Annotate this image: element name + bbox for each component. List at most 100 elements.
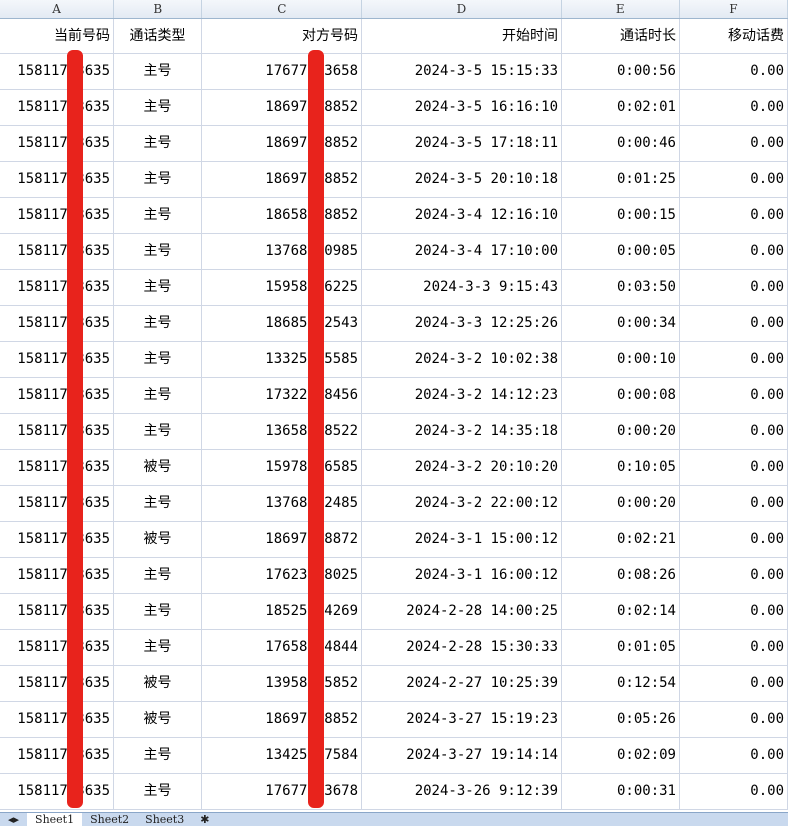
header-start-time[interactable]: 开始时间 xyxy=(362,19,562,53)
call-type-cell[interactable]: 主号 xyxy=(114,486,202,521)
column-header-a[interactable]: A xyxy=(0,0,115,18)
duration-cell[interactable]: 0:00:34 xyxy=(562,306,680,341)
current-number-cell[interactable]: 15811753635 xyxy=(0,54,114,89)
column-header-f[interactable]: F xyxy=(680,0,788,18)
start-time-cell[interactable]: 2024-2-27 10:25:39 xyxy=(362,666,562,701)
sheet-tab-3[interactable]: Sheet3 xyxy=(145,813,185,826)
other-number-cell[interactable]: 18685562543 xyxy=(202,306,362,341)
other-number-cell[interactable]: 18697378852 xyxy=(202,90,362,125)
call-type-cell[interactable]: 主号 xyxy=(114,54,202,89)
current-number-cell[interactable]: 15811753635 xyxy=(0,558,114,593)
fee-cell[interactable]: 0.00 xyxy=(680,486,788,521)
fee-cell[interactable]: 0.00 xyxy=(680,54,788,89)
fee-cell[interactable]: 0.00 xyxy=(680,198,788,233)
header-current-number[interactable]: 当前号码 xyxy=(0,19,114,53)
other-number-cell[interactable]: 17658474844 xyxy=(202,630,362,665)
current-number-cell[interactable]: 15811753635 xyxy=(0,702,114,737)
other-number-cell[interactable]: 17623568025 xyxy=(202,558,362,593)
call-type-cell[interactable]: 主号 xyxy=(114,270,202,305)
duration-cell[interactable]: 0:00:20 xyxy=(562,414,680,449)
other-number-cell[interactable]: 17677123678 xyxy=(202,774,362,809)
fee-cell[interactable]: 0.00 xyxy=(680,738,788,773)
start-time-cell[interactable]: 2024-3-5 15:15:33 xyxy=(362,54,562,89)
fee-cell[interactable]: 0.00 xyxy=(680,270,788,305)
current-number-cell[interactable]: 15811753635 xyxy=(0,522,114,557)
fee-cell[interactable]: 0.00 xyxy=(680,522,788,557)
current-number-cell[interactable]: 15811753635 xyxy=(0,126,114,161)
current-number-cell[interactable]: 15811753635 xyxy=(0,414,114,449)
start-time-cell[interactable]: 2024-2-28 15:30:33 xyxy=(362,630,562,665)
duration-cell[interactable]: 0:05:26 xyxy=(562,702,680,737)
sheet-nav-arrows-icon[interactable]: ◂▸ xyxy=(8,813,20,826)
fee-cell[interactable]: 0.00 xyxy=(680,162,788,197)
current-number-cell[interactable]: 15811753635 xyxy=(0,738,114,773)
call-type-cell[interactable]: 主号 xyxy=(114,342,202,377)
fee-cell[interactable]: 0.00 xyxy=(680,234,788,269)
fee-cell[interactable]: 0.00 xyxy=(680,126,788,161)
duration-cell[interactable]: 0:00:31 xyxy=(562,774,680,809)
column-header-b[interactable]: B xyxy=(114,0,203,18)
start-time-cell[interactable]: 2024-3-5 20:10:18 xyxy=(362,162,562,197)
fee-cell[interactable]: 0.00 xyxy=(680,378,788,413)
column-header-d[interactable]: D xyxy=(362,0,562,18)
call-type-cell[interactable]: 被号 xyxy=(114,702,202,737)
fee-cell[interactable]: 0.00 xyxy=(680,594,788,629)
other-number-cell[interactable]: 17677123658 xyxy=(202,54,362,89)
start-time-cell[interactable]: 2024-3-5 17:18:11 xyxy=(362,126,562,161)
current-number-cell[interactable]: 15811753635 xyxy=(0,234,114,269)
current-number-cell[interactable]: 15811753635 xyxy=(0,630,114,665)
fee-cell[interactable]: 0.00 xyxy=(680,666,788,701)
other-number-cell[interactable]: 13325545585 xyxy=(202,342,362,377)
fee-cell[interactable]: 0.00 xyxy=(680,702,788,737)
duration-cell[interactable]: 0:00:56 xyxy=(562,54,680,89)
duration-cell[interactable]: 0:03:50 xyxy=(562,270,680,305)
fee-cell[interactable]: 0.00 xyxy=(680,306,788,341)
duration-cell[interactable]: 0:00:15 xyxy=(562,198,680,233)
other-number-cell[interactable]: 13658568522 xyxy=(202,414,362,449)
fee-cell[interactable]: 0.00 xyxy=(680,414,788,449)
start-time-cell[interactable]: 2024-3-27 19:14:14 xyxy=(362,738,562,773)
duration-cell[interactable]: 0:00:08 xyxy=(562,378,680,413)
other-number-cell[interactable]: 18697378852 xyxy=(202,702,362,737)
current-number-cell[interactable]: 15811753635 xyxy=(0,450,114,485)
start-time-cell[interactable]: 2024-3-2 14:35:18 xyxy=(362,414,562,449)
call-type-cell[interactable]: 主号 xyxy=(114,630,202,665)
duration-cell[interactable]: 0:12:54 xyxy=(562,666,680,701)
duration-cell[interactable]: 0:00:05 xyxy=(562,234,680,269)
start-time-cell[interactable]: 2024-3-3 9:15:43 xyxy=(362,270,562,305)
sheet-tab-1[interactable]: Sheet1 xyxy=(27,813,83,826)
current-number-cell[interactable]: 15811753635 xyxy=(0,162,114,197)
fee-cell[interactable]: 0.00 xyxy=(680,558,788,593)
call-type-cell[interactable]: 被号 xyxy=(114,666,202,701)
current-number-cell[interactable]: 15811753635 xyxy=(0,198,114,233)
current-number-cell[interactable]: 15811753635 xyxy=(0,594,114,629)
duration-cell[interactable]: 0:00:20 xyxy=(562,486,680,521)
header-fee[interactable]: 移动话费 xyxy=(680,19,788,53)
duration-cell[interactable]: 0:08:26 xyxy=(562,558,680,593)
column-header-c[interactable]: C xyxy=(202,0,363,18)
current-number-cell[interactable]: 15811753635 xyxy=(0,306,114,341)
other-number-cell[interactable]: 18525534269 xyxy=(202,594,362,629)
call-type-cell[interactable]: 主号 xyxy=(114,126,202,161)
other-number-cell[interactable]: 13768250985 xyxy=(202,234,362,269)
duration-cell[interactable]: 0:00:10 xyxy=(562,342,680,377)
sheet-tab-2[interactable]: Sheet2 xyxy=(90,813,130,826)
start-time-cell[interactable]: 2024-3-5 16:16:10 xyxy=(362,90,562,125)
duration-cell[interactable]: 0:02:21 xyxy=(562,522,680,557)
header-duration[interactable]: 通话时长 xyxy=(562,19,680,53)
duration-cell[interactable]: 0:02:14 xyxy=(562,594,680,629)
start-time-cell[interactable]: 2024-3-4 17:10:00 xyxy=(362,234,562,269)
start-time-cell[interactable]: 2024-3-2 22:00:12 xyxy=(362,486,562,521)
call-type-cell[interactable]: 主号 xyxy=(114,774,202,809)
other-number-cell[interactable]: 18697378852 xyxy=(202,162,362,197)
other-number-cell[interactable]: 18697378852 xyxy=(202,126,362,161)
current-number-cell[interactable]: 15811753635 xyxy=(0,378,114,413)
other-number-cell[interactable]: 18697398872 xyxy=(202,522,362,557)
other-number-cell[interactable]: 13958265852 xyxy=(202,666,362,701)
call-type-cell[interactable]: 主号 xyxy=(114,378,202,413)
other-number-cell[interactable]: 18658548852 xyxy=(202,198,362,233)
duration-cell[interactable]: 0:10:05 xyxy=(562,450,680,485)
start-time-cell[interactable]: 2024-3-26 9:12:39 xyxy=(362,774,562,809)
other-number-cell[interactable]: 17322538456 xyxy=(202,378,362,413)
start-time-cell[interactable]: 2024-3-2 20:10:20 xyxy=(362,450,562,485)
